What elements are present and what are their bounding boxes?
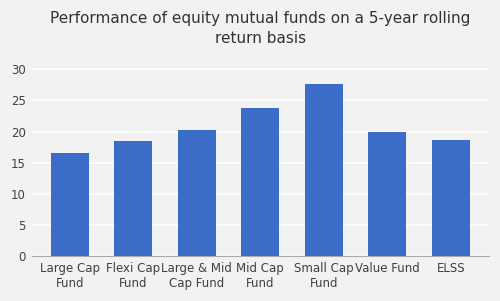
Bar: [241, 108, 280, 256]
Bar: [304, 84, 343, 256]
Title: Performance of equity mutual funds on a 5-year rolling
return basis: Performance of equity mutual funds on a …: [50, 11, 470, 46]
Bar: [178, 130, 216, 256]
Bar: [432, 140, 470, 256]
Bar: [50, 154, 88, 256]
Bar: [114, 141, 152, 256]
Bar: [368, 132, 406, 256]
